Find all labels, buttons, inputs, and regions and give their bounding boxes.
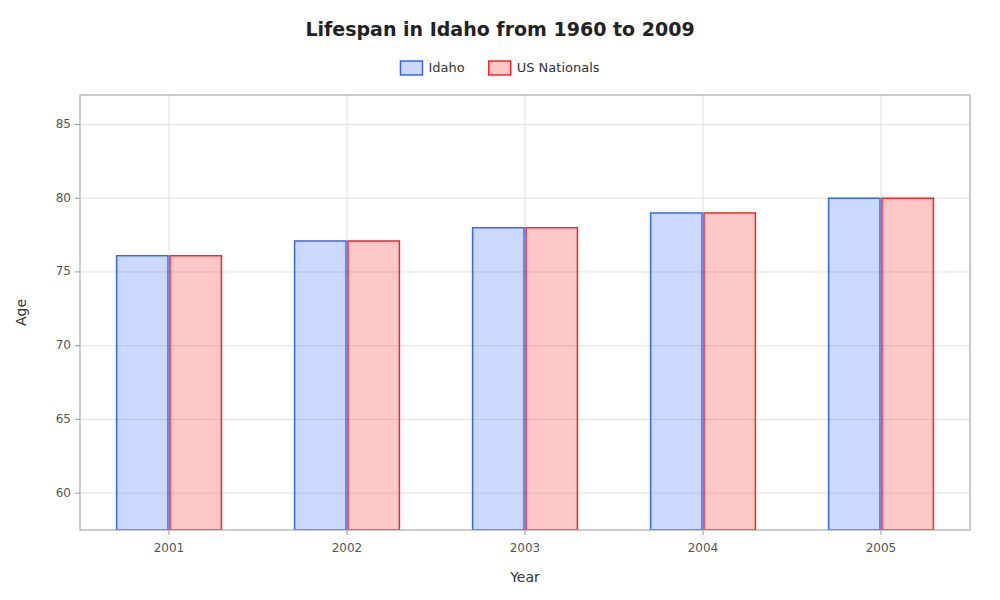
tick-y [75, 345, 80, 346]
bar [473, 228, 524, 530]
tick-y [75, 493, 80, 494]
bar [882, 198, 933, 530]
bar [704, 213, 755, 530]
bar [117, 256, 168, 530]
x-axis-label: Year [509, 569, 540, 585]
tick-label-x: 2003 [510, 541, 541, 555]
bar [651, 213, 702, 530]
tick-y [75, 419, 80, 420]
tick-y [75, 198, 80, 199]
y-axis-label: Age [13, 299, 29, 326]
bar [170, 256, 221, 530]
tick-label-y: 85 [56, 117, 71, 131]
axes: 60 65 70 75 80 85 2001 2002 2003 2004 2005 [56, 95, 970, 555]
grid [80, 95, 970, 530]
tick-label-x: 2002 [332, 541, 363, 555]
tick-label-y: 80 [56, 191, 71, 205]
title: Lifespan in Idaho from 1960 to 2009 [305, 18, 694, 40]
legend-swatch [400, 61, 422, 75]
tick-label-x: 2001 [154, 541, 185, 555]
legend-item: Idaho [400, 60, 464, 76]
tick-label-y: 70 [56, 338, 71, 352]
legend-item: US Nationals [489, 60, 600, 76]
tick-x [881, 530, 882, 535]
bars [117, 198, 934, 530]
bar [829, 198, 880, 530]
legend: Idaho US Nationals [400, 60, 599, 76]
plot-frame [80, 95, 970, 530]
legend-label: Idaho [428, 60, 464, 75]
tick-label-x: 2005 [866, 541, 897, 555]
legend-label: US Nationals [517, 60, 600, 75]
chart-container: 60 65 70 75 80 85 2001 2002 2003 2004 2005 Lifespan… [0, 0, 1000, 600]
tick-x [525, 530, 526, 535]
tick-label-y: 75 [56, 264, 71, 278]
tick-x [703, 530, 704, 535]
tick-label-y: 65 [56, 412, 71, 426]
bar [295, 241, 346, 530]
bar [526, 228, 577, 530]
legend-swatch [489, 61, 511, 75]
tick-label-y: 60 [56, 486, 71, 500]
tick-x [347, 530, 348, 535]
chart: 60 65 70 75 80 85 2001 2002 2003 2004 2005 Lifespan… [0, 0, 1000, 600]
tick-label-x: 2004 [688, 541, 719, 555]
tick-y [75, 271, 80, 272]
bar [348, 241, 399, 530]
tick-x [169, 530, 170, 535]
tick-y [75, 124, 80, 125]
